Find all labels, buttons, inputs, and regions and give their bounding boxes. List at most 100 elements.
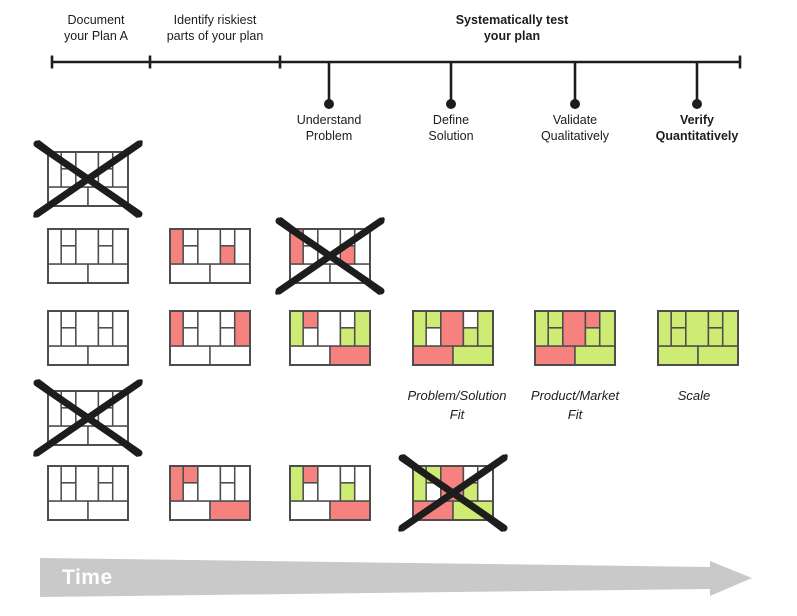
stage-label-1: Problem/Solution Fit [408,386,507,424]
phase-label-3: Systematically test your plan [456,13,569,44]
canvas-cell-solution [182,310,199,329]
milestone-label-4: Verify Quantitatively [656,113,739,144]
canvas-outline [412,310,494,366]
phase-label-1: Document your Plan A [64,13,128,44]
cross-out-stroke [275,217,385,295]
canvas-cell-unfair_advantage [97,310,114,329]
stage-label-2-line: Fit [567,407,583,422]
canvas-cell-key_metrics [670,327,687,347]
canvas-cell-revenue_streams [87,500,129,521]
canvas-cell-cost_structure [169,263,211,284]
canvas-cell-problem [412,310,427,347]
canvas-outline [289,228,371,284]
canvas-cell-customer_segments [476,310,494,347]
canvas-cell-unfair_advantage [219,228,236,247]
canvas-cell-uvp [75,465,100,502]
canvas-outline [47,310,129,366]
milestone-label-2: Define Solution [428,113,473,144]
canvas-outline [534,310,616,366]
canvas-outline [47,465,129,521]
timeline-axis [50,55,742,109]
canvas-cell-uvp [197,310,222,347]
canvas-outline [47,151,129,207]
lean-canvas-crossed [275,217,385,295]
canvas-cell-revenue_streams [209,345,251,366]
canvas-cell-channels [219,245,236,265]
canvas-outline [47,390,129,446]
canvas-outline [169,228,251,284]
milestone-dot [324,99,334,109]
phase-label-3-line: your plan [483,28,541,43]
canvas-cell-channels [97,327,114,347]
lean-canvas [289,465,371,521]
canvas-outline [412,465,494,521]
cross-out-stroke [33,379,143,457]
canvas-cell-uvp [75,228,100,265]
lean-canvas [47,465,129,521]
milestone-label-1-line: Understand [296,113,362,127]
canvas-cell-uvp [685,310,710,347]
canvas-outline [169,310,251,366]
stage-label-1-line: Problem/Solution [407,388,507,403]
canvas-cell-unfair_advantage [462,310,479,329]
canvas-cell-problem [47,228,62,265]
canvas-cell-problem [289,465,304,502]
canvas-cell-channels [219,327,236,347]
canvas-cell-customer_segments [353,310,371,347]
lean-canvas-crossed [33,140,143,218]
canvas-cell-problem [534,310,549,347]
canvas-cell-revenue_streams [87,345,129,366]
lean-canvas [169,228,251,284]
stage-label-2-line: Product/Market [530,388,620,403]
canvas-cell-solution [425,310,442,329]
canvas-cell-problem [289,310,304,347]
phase-label-2: Identify riskiest parts of your plan [167,13,264,44]
canvas-cell-key_metrics [182,482,199,502]
canvas-cell-uvp [317,310,342,347]
canvas-cell-revenue_streams [452,345,494,366]
phase-label-3-line: Systematically test [455,13,569,27]
canvas-cell-unfair_advantage [219,310,236,329]
canvas-cell-customer_segments [111,228,129,265]
lean-canvas [47,228,129,284]
milestone-dot [570,99,580,109]
milestone-label-1-line: Problem [305,128,353,143]
canvas-cell-key_metrics [60,245,77,265]
canvas-cell-uvp [197,228,222,265]
lean-canvas [47,310,129,366]
canvas-cell-cost_structure [534,345,576,366]
time-arrow [40,558,752,597]
canvas-cell-channels [339,327,356,347]
canvas-cell-channels [462,327,479,347]
canvas-cell-key_metrics [60,482,77,502]
canvas-cell-problem [47,310,62,347]
canvas-cell-customer_segments [111,310,129,347]
canvas-cell-key_metrics [425,327,442,347]
canvas-cell-key_metrics [182,327,199,347]
canvas-cell-customer_segments [233,228,251,265]
canvas-cell-problem [169,228,184,265]
canvas-outline [289,310,371,366]
milestone-label-4-line: Quantitatively [655,128,739,143]
canvas-cell-key_metrics [60,327,77,347]
canvas-cell-cost_structure [657,345,699,366]
canvas-cell-customer_segments [598,310,616,347]
canvas-cell-key_metrics [302,482,319,502]
canvas-cell-customer_segments [111,465,129,502]
canvas-cell-solution [182,228,199,247]
canvas-cell-solution [302,310,319,329]
canvas-cell-channels [97,245,114,265]
canvas-cell-key_metrics [182,245,199,265]
milestone-label-2-line: Define [432,113,470,127]
stage-label-2: Product/Market Fit [531,386,619,424]
canvas-outline [47,228,129,284]
canvas-cell-problem [169,465,184,502]
canvas-cell-cost_structure [169,345,211,366]
canvas-cell-uvp [75,310,100,347]
canvas-cell-cost_structure [47,345,89,366]
canvas-cell-cost_structure [169,500,211,521]
canvas-outline [289,465,371,521]
lean-canvas [534,310,616,366]
canvas-cell-channels [219,482,236,502]
